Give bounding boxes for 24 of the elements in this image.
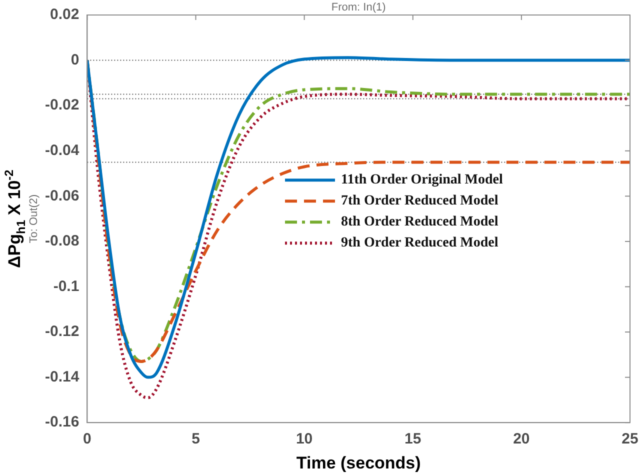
legend-label: 11th Order Original Model <box>341 172 504 188</box>
x-axis-title: Time (seconds) <box>296 453 421 472</box>
y-tick-label: -0.12 <box>44 323 80 340</box>
y-tick-label: -0.04 <box>44 142 80 160</box>
x-tick-label: 10 <box>296 430 313 448</box>
y-tick-label: -0.02 <box>44 96 80 114</box>
legend-label: 8th Order Reduced Model <box>341 214 498 230</box>
legend-label: 7th Order Reduced Model <box>341 194 498 209</box>
legend-label: 9th Order Reduced Model <box>341 236 498 251</box>
y-tick-label: -0.14 <box>44 368 80 386</box>
x-tick-label: 15 <box>404 430 422 448</box>
y-tick-label: -0.06 <box>44 187 80 204</box>
y-axis-title: ΔPgh1 X 10-2 <box>2 169 28 268</box>
y-tick-label: -0.1 <box>53 278 80 295</box>
text: From: In(1) <box>331 2 386 14</box>
text: To: Out(2) <box>28 194 40 244</box>
x-tick-label: 25 <box>622 430 638 448</box>
y-tick-label: 0 <box>70 51 80 68</box>
x-tick-label: 20 <box>513 430 530 448</box>
x-tick-label: 5 <box>192 430 200 448</box>
y-tick-label: 0.02 <box>50 6 80 24</box>
y-tick-label: -0.08 <box>44 232 80 250</box>
y-tick-label: -0.16 <box>44 414 80 431</box>
x-tick-label: 0 <box>83 430 92 448</box>
